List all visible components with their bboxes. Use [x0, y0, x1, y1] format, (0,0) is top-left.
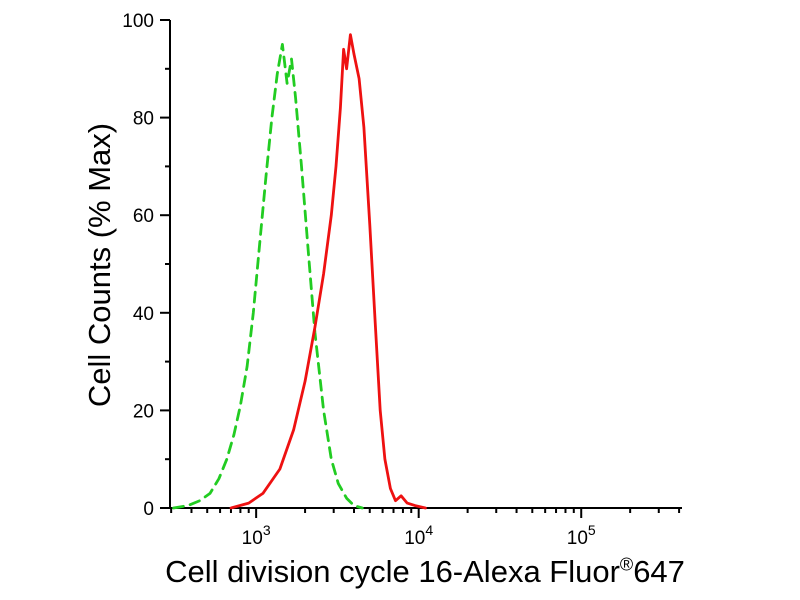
y-tick-label: 100: [122, 11, 154, 32]
y-axis-title: Cell Counts (% Max): [82, 122, 117, 408]
x-axis-title-main: Cell division cycle 16-Alexa Fluor: [165, 554, 620, 589]
x-tick-label: 104: [404, 522, 433, 549]
x-axis-title: Cell division cycle 16-Alexa Fluor®647: [90, 554, 760, 594]
x-tick-label: 103: [242, 522, 271, 549]
series-control-green-dashed: [172, 43, 364, 510]
y-tick-label: 20: [133, 401, 154, 422]
y-tick-label: 80: [133, 109, 154, 130]
x-tick-label: 105: [567, 522, 596, 549]
series-cdc16-red-solid: [229, 33, 427, 510]
y-tick-label: 60: [133, 206, 154, 227]
registered-trademark-icon: ®: [619, 554, 634, 575]
x-axis-title-suffix: 647: [633, 554, 685, 589]
y-tick-label: 0: [143, 499, 154, 520]
y-tick-label: 40: [133, 304, 154, 325]
